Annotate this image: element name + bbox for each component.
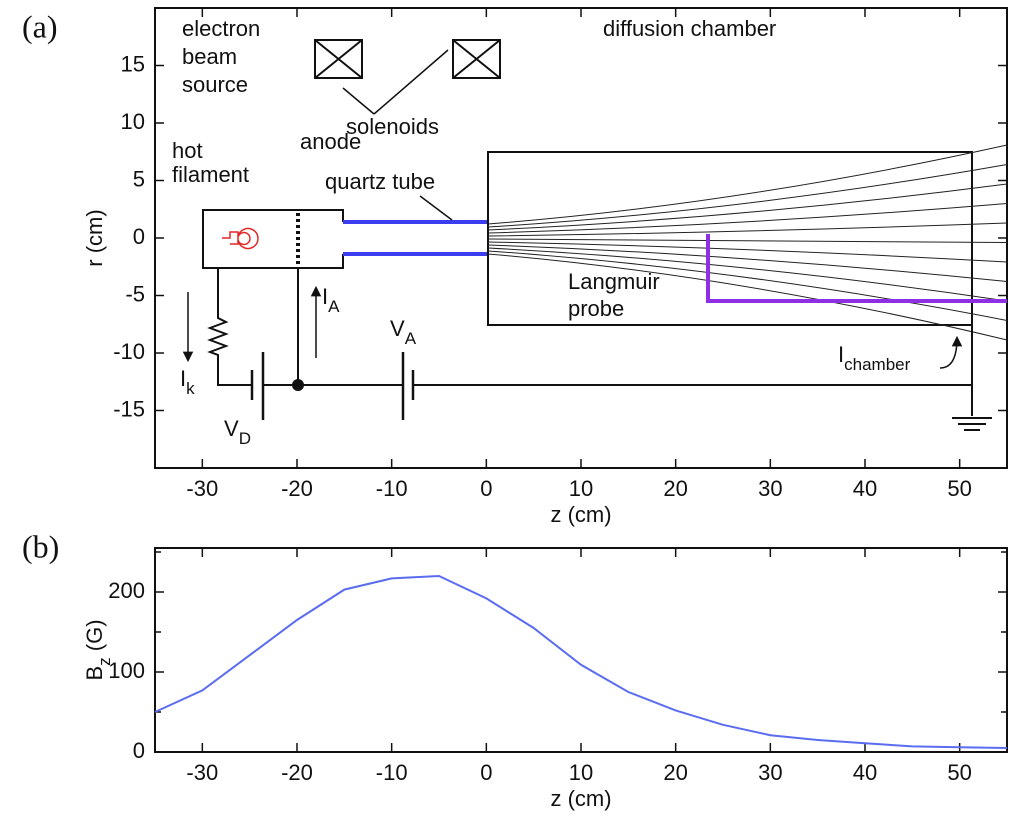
solenoid xyxy=(314,39,363,79)
y-axis-label: r (cm) xyxy=(82,209,107,266)
vd-label-main: V xyxy=(224,416,239,441)
solenoid-leader xyxy=(342,49,449,115)
x-tick-label: -10 xyxy=(376,760,408,785)
quartz-label: quartz tube xyxy=(325,169,435,194)
field-line xyxy=(487,164,1008,228)
x-tick-label: -30 xyxy=(186,760,218,785)
x-tick-label: 50 xyxy=(947,476,971,501)
y-tick-label: 5 xyxy=(133,166,145,191)
x-tick-label: -10 xyxy=(376,476,408,501)
langmuir-probe xyxy=(706,234,1007,303)
x-tick-label: 40 xyxy=(853,476,877,501)
x-tick-label: 30 xyxy=(758,760,782,785)
y-tick-label: 200 xyxy=(108,578,145,603)
x-tick-label: 10 xyxy=(569,476,593,501)
cathode-wire xyxy=(207,268,973,416)
filament-label: filament xyxy=(172,162,249,187)
solenoid xyxy=(452,39,501,79)
bz-curve xyxy=(154,574,1008,749)
plot-frame xyxy=(154,7,1008,469)
probe-label: probe xyxy=(568,296,624,321)
x-tick-label: 30 xyxy=(758,476,782,501)
field-line xyxy=(487,203,1008,234)
x-tick-label: -20 xyxy=(281,760,313,785)
field-line xyxy=(487,244,1008,282)
va-label: VA xyxy=(390,316,417,348)
ik-label: Ik xyxy=(180,366,195,398)
x-tick-label: 0 xyxy=(480,476,492,501)
solenoid-cross xyxy=(314,39,363,79)
y-axis-label-after: (G) xyxy=(82,619,107,657)
source-label: source xyxy=(182,72,248,97)
vd-label-sub: D xyxy=(239,429,251,448)
ik-label-main: I xyxy=(180,366,186,391)
x-tick-label: -30 xyxy=(186,476,218,501)
y-tick-label: 15 xyxy=(121,51,145,76)
panel-label: (b) xyxy=(22,528,59,564)
field-line xyxy=(487,241,1008,263)
field-line xyxy=(487,253,1008,341)
plot-frame xyxy=(154,547,1008,753)
source-label: electron xyxy=(182,16,260,41)
y-tick-label: 0 xyxy=(133,224,145,249)
solenoids-label: solenoids xyxy=(346,114,439,139)
x-tick-label: 40 xyxy=(853,760,877,785)
solenoid-cross xyxy=(452,39,501,79)
filament-coil xyxy=(222,227,259,250)
ground xyxy=(952,417,992,431)
ia-label-sub: A xyxy=(328,297,340,316)
x-axis-label: z (cm) xyxy=(550,502,611,527)
y-tick-label: 0 xyxy=(133,738,145,763)
va-label-sub: A xyxy=(405,329,417,348)
x-tick-label: 20 xyxy=(663,476,687,501)
y-tick-label: -10 xyxy=(113,339,145,364)
panel-label: (a) xyxy=(22,8,58,44)
field-line xyxy=(487,247,1008,302)
y-axis-label: Bz (G) xyxy=(82,619,114,680)
field-line xyxy=(487,183,1008,231)
ia-label-main: I xyxy=(322,284,328,309)
probe-label: Langmuir xyxy=(568,269,660,294)
ik-label-sub: k xyxy=(186,379,195,398)
field-line xyxy=(487,222,1008,237)
y-axis-label-main: B xyxy=(82,666,107,681)
x-axis-label: z (cm) xyxy=(550,786,611,811)
quartz-leader xyxy=(419,195,453,221)
anode-label: anode xyxy=(300,129,361,154)
field-line xyxy=(487,250,1008,321)
ichamber-label-main: I xyxy=(838,342,844,367)
y-tick-label: -5 xyxy=(125,281,145,306)
y-tick-label: -15 xyxy=(113,396,145,421)
filament-label: hot xyxy=(172,138,203,163)
x-tick-label: 20 xyxy=(663,760,687,785)
y-axis-label-sub: z xyxy=(95,657,114,666)
junction xyxy=(292,379,304,391)
vd-label: VD xyxy=(224,416,251,448)
source-housing xyxy=(202,209,344,269)
x-tick-label: 10 xyxy=(569,760,593,785)
va-label-main: V xyxy=(390,316,405,341)
x-tick-label: 0 xyxy=(480,760,492,785)
field-line xyxy=(487,144,1008,225)
ichamber-label-sub: chamber xyxy=(844,355,910,374)
source-label: beam xyxy=(182,44,237,69)
chamber-label: diffusion chamber xyxy=(603,16,776,41)
x-tick-label: 50 xyxy=(947,760,971,785)
arrow-ichamber xyxy=(939,335,963,369)
ia-label: IA xyxy=(322,284,340,316)
field-line xyxy=(487,238,1008,243)
diffusion-chamber xyxy=(487,151,973,326)
y-tick-label: 10 xyxy=(121,109,145,134)
ichamber-label: Ichamber xyxy=(838,342,911,374)
y-tick-label: 100 xyxy=(108,658,145,683)
x-tick-label: -20 xyxy=(281,476,313,501)
